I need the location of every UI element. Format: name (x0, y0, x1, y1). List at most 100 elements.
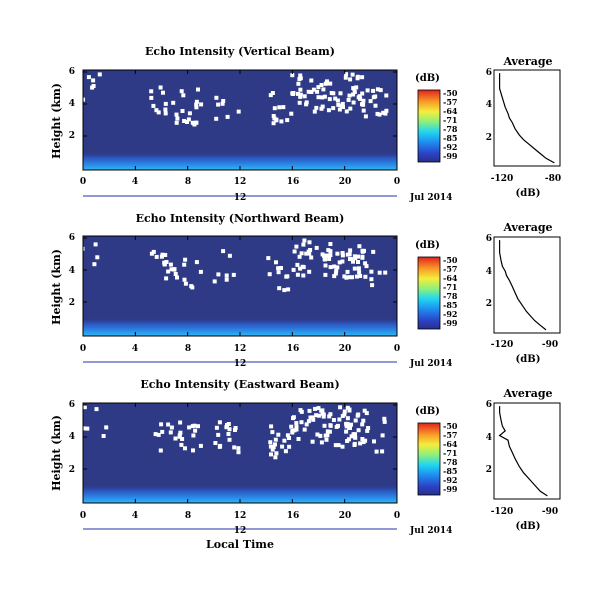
no-data-cell (342, 412, 347, 417)
no-data-cell (353, 435, 358, 440)
no-data-cell (332, 264, 337, 269)
no-data-cell (174, 112, 179, 117)
heatmap-low-level-echo (83, 485, 397, 503)
no-data-cell (348, 426, 352, 430)
no-data-cell (315, 432, 320, 437)
y-tick-label: 6 4 2 (69, 67, 75, 141)
no-data-cell (346, 98, 351, 102)
no-data-cell (284, 274, 289, 279)
no-data-cell (217, 420, 222, 425)
no-data-cell (161, 90, 165, 95)
y-axis-label: Height (km) (50, 83, 63, 159)
no-data-cell (314, 105, 319, 110)
no-data-cell (321, 87, 326, 92)
no-data-cell (357, 244, 362, 249)
no-data-cell (358, 441, 363, 446)
no-data-cell (360, 422, 365, 427)
no-data-cell (159, 422, 164, 427)
svg-text:12: 12 (234, 177, 247, 187)
no-data-cell (319, 106, 324, 111)
no-data-cell (194, 105, 199, 110)
no-data-cell (198, 443, 203, 448)
no-data-cell (168, 430, 173, 435)
no-data-cell (327, 414, 332, 419)
no-data-cell (371, 88, 376, 93)
svg-text:2: 2 (69, 131, 75, 141)
no-data-cell (189, 284, 194, 289)
profile-x-tick: -90 (542, 340, 558, 350)
y-tick-label: 6 4 2 (69, 233, 75, 308)
no-data-cell (179, 442, 184, 447)
no-data-cell (335, 265, 340, 270)
colorbar-unit: (dB) (415, 406, 440, 417)
no-data-cell (93, 242, 98, 247)
no-data-cell (287, 444, 292, 449)
no-data-cell (163, 253, 168, 257)
no-data-cell (281, 105, 286, 110)
profile-x-label: (dB) (516, 521, 541, 532)
no-data-cell (187, 111, 192, 116)
no-data-cell (296, 437, 301, 441)
no-data-cell (314, 413, 319, 418)
no-data-cell (160, 252, 165, 257)
svg-text:12: 12 (234, 511, 247, 521)
svg-text:8: 8 (185, 177, 191, 187)
no-data-cell (310, 415, 315, 420)
no-data-cell (352, 266, 357, 271)
svg-text:0: 0 (394, 344, 400, 354)
colorbar-ticks: -50 -57 -64 -71 -78 -85 -92 -99 (443, 421, 458, 494)
no-data-cell (320, 411, 325, 416)
no-data-cell (363, 261, 368, 266)
no-data-cell (311, 87, 316, 92)
no-data-cell (328, 412, 333, 417)
no-data-cell (233, 426, 238, 430)
svg-text:4: 4 (69, 432, 75, 442)
no-data-cell (85, 426, 90, 431)
no-data-cell (194, 102, 199, 107)
no-data-cell (214, 116, 219, 121)
no-data-cell (368, 99, 373, 104)
no-data-cell (347, 93, 352, 98)
no-data-cell (375, 87, 380, 92)
no-data-cell (95, 255, 100, 260)
profile-y-tick: 4 (486, 267, 492, 277)
no-data-cell (299, 420, 304, 425)
no-data-cell (104, 425, 109, 430)
y-tick-label: 6 4 2 (69, 400, 75, 475)
no-data-cell (180, 437, 185, 441)
no-data-cell (190, 424, 195, 429)
colorbar-ticks: -50 -57 -64 -71 -78 -85 -92 -99 (443, 88, 458, 161)
profile-y-tick: 2 (486, 299, 492, 309)
no-data-cell (292, 249, 297, 254)
no-data-cell (289, 424, 294, 429)
no-data-cell (199, 102, 204, 107)
no-data-cell (348, 106, 353, 111)
no-data-cell (365, 88, 370, 93)
no-data-cell (302, 238, 307, 243)
no-data-cell (181, 93, 186, 98)
no-data-cell (231, 272, 236, 277)
no-data-cell (354, 85, 359, 90)
no-data-cell (295, 262, 300, 267)
no-data-cell (283, 449, 288, 454)
no-data-cell (191, 448, 195, 453)
no-data-cell (373, 94, 378, 99)
no-data-cell (175, 116, 180, 121)
no-data-cell (322, 94, 327, 99)
no-data-cell (158, 448, 163, 453)
no-data-cell (316, 413, 321, 418)
no-data-cell (277, 105, 282, 110)
no-data-cell (282, 288, 287, 293)
no-data-cell (340, 101, 345, 106)
no-data-cell (347, 408, 352, 413)
no-data-cell (361, 98, 366, 103)
svg-text:-64: -64 (443, 106, 458, 116)
no-data-cell (273, 442, 277, 447)
profile-title: Average (502, 221, 552, 234)
svg-text:-85: -85 (443, 466, 457, 476)
no-data-cell (297, 100, 302, 105)
no-data-cell (217, 444, 222, 449)
no-data-cell (313, 406, 317, 411)
svg-text:-78: -78 (443, 124, 458, 134)
no-data-cell (324, 253, 329, 258)
